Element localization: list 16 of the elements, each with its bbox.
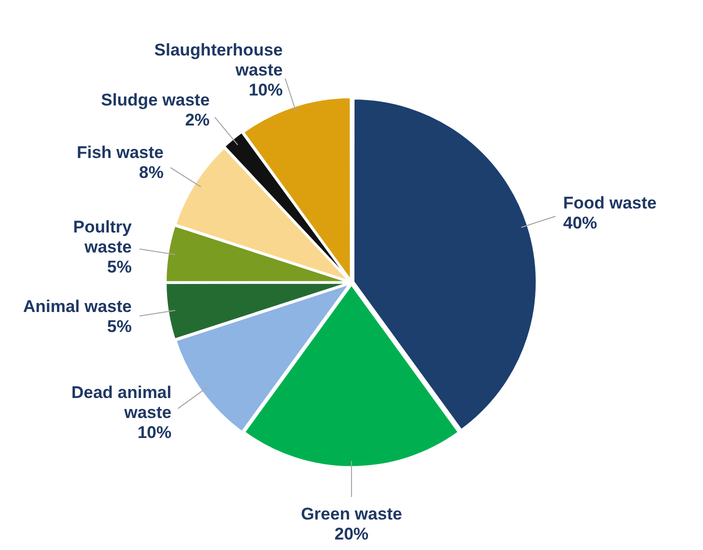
data-label: 8%: [139, 162, 164, 182]
data-label: 10%: [248, 80, 283, 100]
data-label: 2%: [185, 110, 210, 130]
slice-label: Dead animal waste: [71, 382, 172, 422]
data-label: 5%: [107, 257, 132, 276]
slice-label: Food waste: [563, 193, 657, 212]
slice-label: Slaughterhouse waste: [154, 40, 283, 80]
slice-label: Green waste: [300, 504, 402, 524]
data-label: 20%: [334, 524, 369, 544]
slice-label: Animal waste: [23, 296, 132, 316]
data-label: 5%: [107, 316, 132, 336]
slice-label: Fish waste: [76, 142, 164, 162]
slice-label: Sludge waste: [101, 90, 210, 110]
data-label: 10%: [137, 422, 172, 442]
data-label: 40%: [563, 213, 598, 232]
slice-label: Poultry waste: [73, 217, 132, 256]
